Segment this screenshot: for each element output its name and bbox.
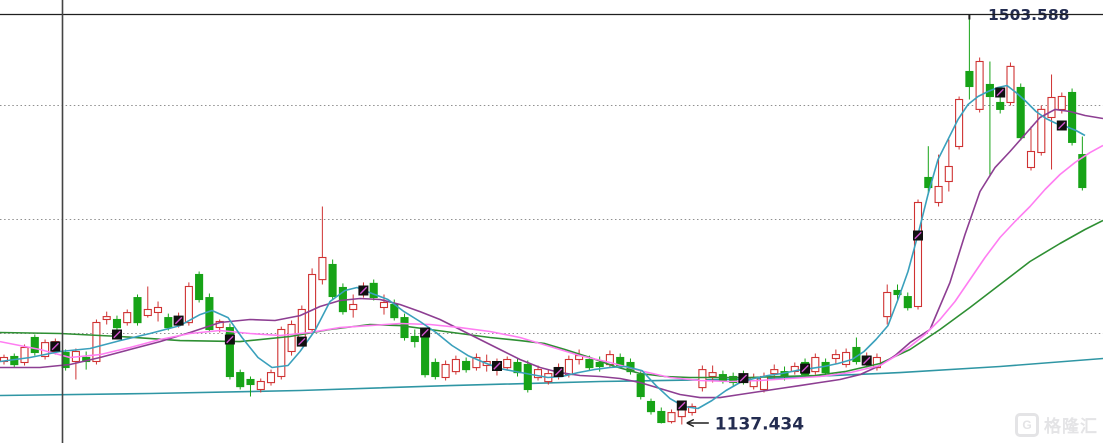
candle-up (123, 312, 132, 324)
candle-up (842, 351, 851, 366)
candle-up (533, 369, 543, 379)
candle-down (965, 70, 974, 88)
candle-up (698, 369, 707, 389)
candle-up (883, 291, 892, 318)
candle-down (996, 101, 1005, 110)
candle-down (821, 361, 830, 374)
ma-line-ma-long-teal (0, 357, 1103, 397)
candle-up (975, 60, 984, 110)
candle-up (503, 358, 512, 369)
candle-down (1016, 86, 1025, 139)
candle-down (657, 410, 666, 424)
gridlines (0, 105, 1103, 334)
ma-line-ma-green (0, 219, 1103, 379)
candle-down (236, 372, 245, 388)
candle-down (903, 296, 912, 309)
candle-up (92, 321, 101, 363)
candle-down (328, 263, 337, 298)
candle-up (944, 165, 953, 183)
candle-down (164, 317, 173, 329)
candle-up (1006, 65, 1015, 104)
candle-down (133, 297, 142, 324)
ma-line-ma-cyan (0, 84, 1086, 410)
candle-up (811, 356, 820, 373)
low-annotation: 1137.434 (686, 415, 804, 435)
candle-up (759, 375, 769, 391)
candle-up (831, 354, 840, 360)
candle-up (266, 372, 276, 384)
candle-down (410, 335, 419, 343)
candle-up (441, 363, 450, 379)
candle-up (20, 346, 29, 364)
candle-down (729, 375, 738, 384)
candle-up (934, 185, 943, 204)
candle-up (1057, 95, 1066, 111)
candle-down (646, 400, 656, 413)
candle-up (318, 256, 327, 281)
candle-down (1068, 91, 1077, 143)
candle-up (153, 306, 163, 314)
candle-up (472, 356, 481, 369)
candle-down (369, 282, 378, 299)
candle-down (421, 335, 430, 376)
candle-up (1047, 96, 1056, 119)
candle-up (1026, 150, 1036, 169)
gelonghui-logo-icon: G (1015, 412, 1039, 437)
low-price-label: 1137.434 (715, 415, 804, 435)
candle-up (708, 372, 717, 378)
candle-down (400, 317, 409, 339)
candle-up (102, 316, 111, 321)
candle-up (1037, 108, 1046, 154)
candle-down (30, 336, 39, 354)
candle-up (184, 285, 193, 324)
event-markers (50, 87, 1067, 411)
candle-up (770, 369, 779, 375)
high-annotation: 1503.588 (0, 6, 1103, 24)
candle-up (349, 303, 358, 311)
ma-line-ma-purple (0, 108, 1103, 399)
watermark: G 格隆汇 (1015, 412, 1098, 437)
ma-lines-under (0, 357, 1103, 397)
candle-up (451, 358, 460, 373)
candle-down (246, 378, 255, 386)
ma-line-ma-magenta (0, 144, 1103, 383)
candle-up (277, 328, 286, 378)
candle-up (256, 380, 265, 391)
candle-up (913, 201, 923, 308)
candle-down (595, 361, 604, 368)
candle-up (143, 308, 152, 317)
candle-down (205, 297, 214, 331)
candle-down (225, 327, 234, 378)
candle-up (308, 273, 317, 331)
candle-up (667, 412, 676, 423)
candle-down (636, 374, 645, 398)
watermark-text: 格隆汇 (1044, 417, 1098, 436)
candle-down (112, 318, 122, 329)
candle-up (688, 405, 697, 414)
candle-down (431, 361, 440, 378)
candle-down (462, 360, 471, 371)
candle-down (523, 363, 532, 391)
candle-up (564, 358, 573, 376)
candle-up (287, 323, 296, 353)
candle-down (1078, 154, 1087, 189)
candle-down (585, 358, 594, 369)
candle-down (195, 273, 204, 301)
candle-up (379, 301, 389, 309)
ma-lines (0, 84, 1103, 410)
